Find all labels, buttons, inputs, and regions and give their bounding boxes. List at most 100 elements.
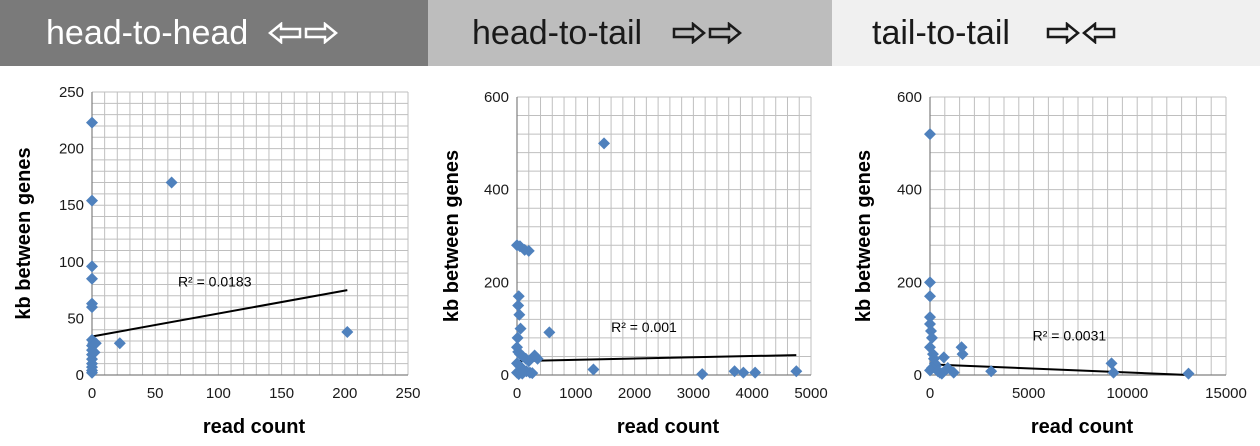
data-points: [511, 137, 803, 381]
grid: [929, 96, 1227, 376]
x-axis-title: read count: [1031, 416, 1134, 438]
right-arrow-icon: [1046, 22, 1080, 44]
right-arrow-icon: [305, 22, 339, 44]
data-point: [587, 363, 600, 376]
data-point: [526, 367, 539, 380]
data-point: [88, 346, 101, 359]
data-point: [924, 364, 936, 377]
data-point: [925, 331, 938, 344]
data-point: [1182, 367, 1195, 380]
data-point: [749, 366, 762, 379]
x-tick-label: 1000: [559, 385, 592, 402]
y-tick-label: 200: [484, 274, 509, 291]
data-point: [113, 337, 126, 350]
left-arrow-icon: [268, 22, 302, 44]
y-tick-label: 600: [484, 89, 509, 106]
x-tick-label: 0: [926, 385, 934, 402]
data-point: [165, 176, 178, 189]
data-point: [924, 128, 936, 141]
banner-label: head-to-tail: [472, 13, 643, 52]
x-tick-label: 150: [269, 385, 294, 402]
y-tick-label: 0: [914, 367, 922, 384]
x-tick-label: 10000: [1106, 385, 1148, 402]
data-point: [598, 137, 611, 150]
x-tick-label: 5000: [794, 385, 827, 402]
y-tick-label: 200: [897, 274, 922, 291]
r-squared-label: R² = 0.001: [611, 319, 677, 335]
data-point: [513, 308, 526, 321]
banner-head-to-tail: head-to-tail: [428, 0, 832, 66]
data-point: [531, 352, 544, 365]
data-point: [514, 322, 527, 335]
banner-label: head-to-head: [46, 13, 249, 52]
y-tick-label: 150: [59, 197, 84, 214]
data-point: [985, 365, 998, 378]
data-point: [512, 299, 525, 312]
x-tick-label: 2000: [618, 385, 651, 402]
y-tick-label: 400: [484, 182, 509, 199]
data-points: [924, 128, 1195, 380]
right-arrow-icon: [672, 22, 707, 44]
banner-head-to-head: head-to-head: [0, 0, 428, 66]
scatter-chart-tail-to-tail: 0 5000 10000 15000 0 200 400 600 read count kb be…: [853, 89, 1247, 438]
data-point: [86, 366, 98, 379]
x-tick-label: 0: [88, 385, 96, 402]
y-tick-label: 50: [67, 310, 84, 327]
r-squared-label: R² = 0.0031: [1033, 327, 1107, 343]
x-tick-label: 15000: [1205, 385, 1247, 402]
scatter-chart-head-to-head: 0 50 100 150 200 250 0 50 100 150 200 250 read count…: [13, 84, 421, 438]
data-point: [86, 116, 98, 129]
data-point: [696, 368, 709, 381]
x-tick-label: 0: [513, 385, 521, 402]
arrow-group: [672, 22, 743, 44]
banner-label: tail-to-tail: [872, 13, 1010, 52]
trendline: [929, 363, 1189, 376]
y-tick-label: 250: [59, 84, 84, 101]
x-axis-title: read count: [203, 416, 306, 438]
data-point: [543, 326, 556, 339]
data-point: [728, 365, 741, 378]
data-point: [516, 367, 529, 380]
trendline: [91, 289, 348, 338]
data-point: [522, 355, 535, 368]
data-point: [89, 337, 102, 350]
y-tick-label: 200: [59, 141, 84, 158]
grid: [516, 96, 812, 376]
data-point: [86, 260, 98, 273]
x-tick-label: 3000: [677, 385, 710, 402]
y-tick-label: 0: [76, 367, 84, 384]
y-axis-title: kb between genes: [441, 150, 463, 322]
data-point: [956, 348, 969, 361]
r-squared-label: R² = 0.0183: [178, 274, 252, 290]
data-point: [924, 311, 936, 324]
left-arrow-icon: [1081, 22, 1116, 44]
data-point: [924, 276, 936, 289]
y-axis-title: kb between genes: [853, 150, 875, 322]
x-tick-label: 200: [332, 385, 357, 402]
data-point: [512, 290, 525, 303]
x-tick-label: 250: [395, 385, 420, 402]
data-point: [1107, 366, 1120, 379]
x-tick-label: 100: [206, 385, 231, 402]
y-tick-label: 0: [501, 367, 509, 384]
data-point: [528, 349, 541, 362]
data-point: [947, 366, 960, 379]
data-point: [86, 194, 98, 207]
data-point: [341, 325, 354, 338]
data-point: [924, 290, 936, 303]
data-point: [955, 341, 968, 354]
data-point: [511, 331, 524, 344]
right-arrow-icon: [708, 22, 743, 44]
y-tick-label: 100: [59, 254, 84, 271]
y-axis-title: kb between genes: [13, 147, 35, 319]
data-point: [737, 366, 750, 379]
y-tick-label: 600: [897, 89, 922, 106]
data-point: [790, 365, 803, 378]
data-points: [86, 116, 354, 379]
data-point: [86, 301, 98, 314]
x-tick-label: 5000: [1012, 385, 1045, 402]
grid: [91, 91, 409, 376]
x-axis-title: read count: [617, 416, 720, 438]
trendline: [516, 354, 797, 363]
scatter-chart-head-to-tail: 0 1000 2000 3000 4000 5000 0 200 400 600 read coun…: [441, 89, 828, 438]
